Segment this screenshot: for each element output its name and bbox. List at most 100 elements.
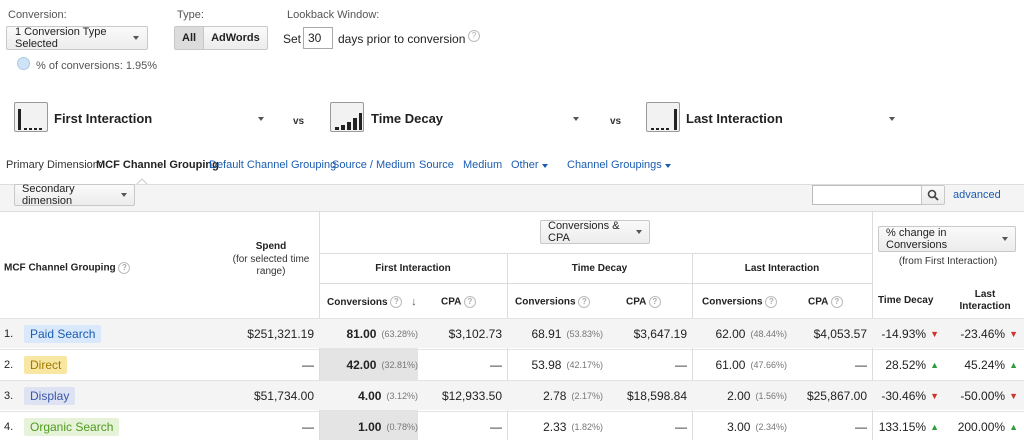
chevron-down-icon [636, 230, 642, 234]
change-td-cell: 133.15% ▲ [872, 412, 939, 440]
change-td-cell: -30.46% ▼ [872, 381, 939, 411]
li-cpa-value: — [855, 420, 867, 434]
last-interaction-model-icon [646, 102, 680, 132]
help-icon[interactable]: ? [118, 262, 131, 274]
dim-link-other-label: Other [511, 159, 539, 171]
channel-name-link[interactable]: Display [24, 387, 76, 405]
arrow-down-icon: ▼ [930, 329, 939, 339]
channel-name-link[interactable]: Organic Search [24, 418, 120, 436]
fi-pct-value: (0.78%) [386, 422, 418, 432]
td-conversions-cell: 53.98 (42.17%) [507, 350, 603, 380]
fi-conversions-header[interactable]: Conversions ? ↓ [327, 296, 417, 309]
dim-link-source-medium[interactable]: Source / Medium [332, 159, 416, 171]
last-interaction-bars-icon [651, 109, 677, 130]
help-icon[interactable]: ? [830, 296, 843, 308]
spend-value: $251,321.19 [247, 327, 314, 341]
model-third-title[interactable]: Last Interaction [686, 111, 783, 126]
spend-value: $51,734.00 [253, 389, 314, 403]
change-sub: (from First Interaction) [898, 256, 998, 267]
first-interaction-model-icon [14, 102, 48, 132]
fi-cpa-header[interactable]: CPA ? [441, 296, 476, 308]
help-icon[interactable]: ? [648, 296, 661, 308]
row-index-cell: 2. [4, 350, 24, 380]
help-icon[interactable]: ? [463, 296, 476, 308]
dim-link-source[interactable]: Source [419, 159, 454, 171]
chevron-down-icon [133, 36, 139, 40]
change-td-value: 28.52% [885, 358, 927, 372]
model-first-title[interactable]: First Interaction [54, 111, 153, 126]
primary-dimension-label: Primary Dimension: [6, 159, 102, 171]
secondary-dimension-dropdown[interactable]: Secondary dimension [14, 183, 135, 207]
arrow-up-icon: ▲ [1009, 422, 1018, 432]
td-pct-value: (42.17%) [566, 360, 603, 370]
change-td-cell: -14.93% ▼ [872, 319, 939, 349]
li-pct-value: (2.34%) [755, 422, 787, 432]
dim-link-default-channel[interactable]: Default Channel Grouping [209, 159, 337, 171]
pct-conversions: % of conversions: 1.95% [36, 60, 158, 72]
change-td-value: 133.15% [878, 420, 927, 434]
li-cpa-cell: $4,053.57 [787, 319, 867, 349]
spend-value: — [302, 420, 314, 434]
td-conversions-value: 53.98 [531, 358, 562, 372]
chevron-down-icon[interactable] [573, 117, 579, 121]
change-li-value: 45.24% [964, 358, 1006, 372]
table-search-input[interactable] [812, 185, 922, 205]
li-conversions-label: Conversions [702, 296, 763, 308]
col-channel-header: MCF Channel Grouping ? [4, 262, 131, 274]
channel-name-link[interactable]: Direct [24, 356, 68, 374]
time-decay-bars-icon [335, 113, 362, 130]
change-li-cell: 45.24% ▲ [940, 350, 1018, 380]
fi-cpa-cell: $3,102.73 [418, 319, 502, 349]
search-icon [927, 189, 939, 201]
chevron-down-icon [664, 164, 671, 168]
metric-group-label: Conversions & CPA [548, 220, 620, 244]
li-cpa-header[interactable]: CPA ? [808, 296, 843, 308]
conversion-type-dropdown[interactable]: 1 Conversion Type Selected [6, 26, 148, 50]
spend-value: — [302, 358, 314, 372]
li-conversions-header[interactable]: Conversions ? [702, 296, 778, 308]
model-second-title[interactable]: Time Decay [371, 111, 444, 126]
fi-cpa-label: CPA [441, 296, 461, 308]
help-icon[interactable]: ? [468, 30, 480, 42]
li-pct-value: (1.56%) [755, 391, 787, 401]
change-td-value: -30.46% [881, 389, 927, 403]
search-button[interactable] [921, 185, 945, 205]
spend-cell: $51,734.00 [200, 381, 314, 411]
dim-link-medium[interactable]: Medium [463, 159, 503, 171]
li-conversions-cell: 2.00 (1.56%) [692, 381, 787, 411]
td-conversions-cell: 2.78 (2.17%) [507, 381, 603, 411]
li-pct-value: (47.66%) [750, 360, 787, 370]
help-icon[interactable]: ? [390, 296, 403, 309]
td-cpa-cell: $18,598.84 [603, 381, 687, 411]
table-row: 1. Paid Search $251,321.19 81.00 (63.28%) $3,… [0, 318, 1024, 348]
lookback-days-input[interactable]: 30 [303, 27, 333, 49]
dim-link-other[interactable]: Other [511, 159, 548, 171]
col-spend-header: Spend [255, 241, 287, 252]
metric-group-dropdown[interactable]: Conversions & CPA [540, 220, 650, 244]
type-all-button[interactable]: All [174, 26, 205, 50]
row-index: 3. [4, 390, 14, 402]
li-conversions-value: 62.00 [715, 327, 746, 341]
type-adwords-button[interactable]: AdWords [204, 26, 268, 50]
td-cpa-header[interactable]: CPA ? [626, 296, 661, 308]
li-cpa-cell: $25,867.00 [787, 381, 867, 411]
li-cpa-cell: — [787, 412, 867, 440]
change-dropdown-label: % change in Conversions [886, 227, 948, 251]
td-cpa-value: $18,598.84 [626, 389, 687, 403]
advanced-link[interactable]: advanced [953, 189, 1001, 201]
chevron-down-icon[interactable] [889, 117, 895, 121]
fi-conversions-label: Conversions [327, 297, 388, 308]
channel-name-link[interactable]: Paid Search [24, 325, 102, 343]
arrow-up-icon: ▲ [930, 422, 939, 432]
li-pct-value: (48.44%) [750, 329, 787, 339]
td-conversions-header[interactable]: Conversions ? [515, 296, 591, 308]
row-index: 1. [4, 328, 14, 340]
chevron-down-icon[interactable] [258, 117, 264, 121]
help-icon[interactable]: ? [578, 296, 591, 308]
channel-groupings-link[interactable]: Channel Groupings [567, 159, 671, 171]
change-li-cell: 200.00% ▲ [940, 412, 1018, 440]
help-icon[interactable]: ? [765, 296, 778, 308]
secondary-dimension-label: Secondary dimension [22, 183, 75, 207]
row-index: 4. [4, 421, 14, 433]
change-dropdown[interactable]: % change in Conversions [878, 226, 1016, 252]
